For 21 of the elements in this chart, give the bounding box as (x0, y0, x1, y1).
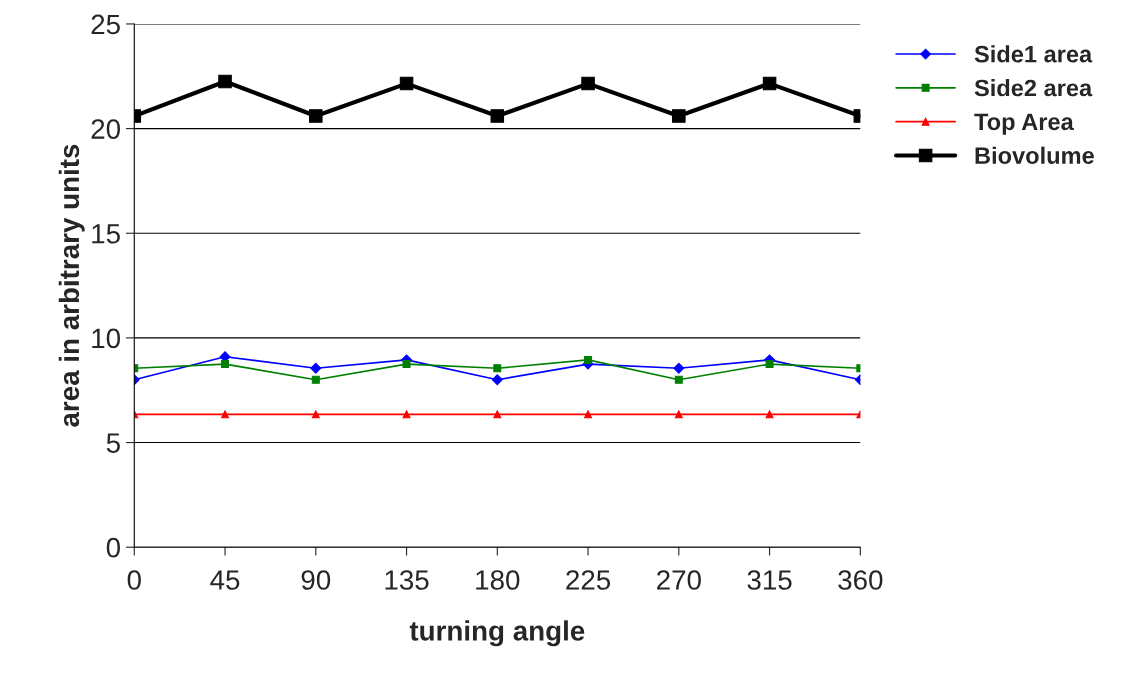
y-tick-label: 25 (91, 14, 120, 35)
x-tick-label: 0 (127, 570, 141, 590)
y-tick-label: 10 (92, 328, 121, 349)
x-tick-label: 360 (838, 570, 883, 590)
x-tick-label: 270 (657, 570, 701, 590)
x-tick-label: 90 (301, 570, 331, 590)
x-tick-label: 135 (385, 570, 429, 590)
y-tick-label: 15 (92, 224, 120, 244)
x-tick-label: 315 (747, 570, 792, 590)
y-tick-label: 20 (91, 119, 121, 139)
x-tick-label: 45 (210, 570, 240, 590)
x-axis-title: turning angle (409, 620, 585, 647)
legend-label: Top Area (974, 113, 1074, 135)
y-tick-label: 5 (106, 433, 120, 453)
legend-label: Side1 area (974, 45, 1093, 63)
legend-label: Biovolume (975, 146, 1094, 164)
y-axis-title: area in arbitrary units (58, 144, 85, 427)
x-tick-label: 180 (476, 570, 520, 590)
legend-label: Side2 area (974, 79, 1093, 97)
x-tick-label: 225 (566, 570, 611, 590)
y-tick-label: 0 (106, 537, 120, 558)
